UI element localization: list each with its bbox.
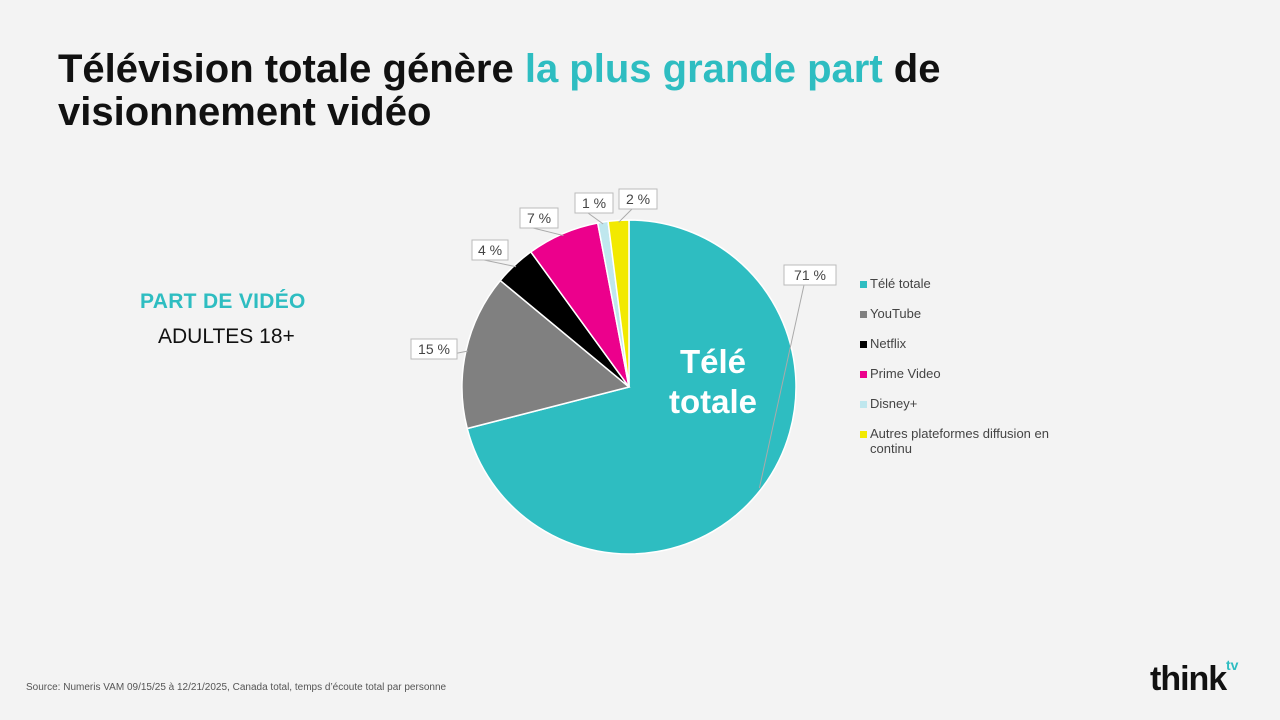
slice-center-label: Télé (680, 343, 746, 380)
pie-slice-tele-totale (466, 219, 797, 555)
legend-item-youtube: YouTube (860, 306, 1070, 336)
data-label: 2 % (626, 191, 650, 207)
chart-subtitle: PART DE VIDÉO (140, 290, 306, 313)
legend-label: Prime Video (870, 366, 941, 381)
data-label: 4 % (478, 242, 502, 258)
data-label-box (471, 239, 509, 261)
legend-swatch (860, 431, 867, 438)
title-accent: la plus grande part (524, 47, 883, 91)
legend-label: Disney+ (870, 396, 918, 411)
legend-swatch (860, 311, 867, 318)
audience-label: ADULTES 18+ (158, 325, 295, 348)
legend-item-disney: Disney+ (860, 396, 1070, 426)
legend-item-netflix: Netflix (860, 336, 1070, 366)
source-note: Source: Numeris VAM 09/15/25 à 12/21/202… (26, 682, 447, 693)
logo-sup: tv (1226, 657, 1239, 673)
chart-legend: Télé totale YouTube Netflix Prime Video Disn… (860, 276, 1070, 456)
legend-swatch (860, 341, 867, 348)
leader-line (483, 259, 517, 268)
legend-swatch (860, 281, 867, 288)
data-label-box (574, 192, 614, 214)
data-label-box (783, 264, 837, 286)
page-title: Télévision totale génère la plus grande … (58, 48, 958, 134)
legend-item-tele-totale: Télé totale (860, 276, 1070, 306)
leader-line (586, 212, 604, 225)
legend-swatch (860, 371, 867, 378)
legend-item-prime-video: Prime Video (860, 366, 1070, 396)
legend-label: Télé totale (870, 276, 931, 291)
pie-slice-autres-plateformes-diffusion-en-continu (607, 219, 630, 388)
logo-text: think (1150, 660, 1227, 698)
leader-line (532, 227, 564, 237)
legend-label: Netflix (870, 336, 907, 351)
think-tv-logo: think tv (1150, 657, 1238, 699)
data-label: 71 % (794, 267, 826, 283)
legend-label: YouTube (870, 306, 922, 321)
pie-slice-youtube (461, 279, 631, 430)
legend-swatch (860, 401, 867, 408)
legend-item-autres-plateformes-diffusion-en-continu: Autres plateformes diffusion en continu (860, 426, 1070, 456)
data-label-box (410, 338, 458, 360)
data-label-box (618, 188, 658, 210)
title-part-2: de visionnement vidéo (58, 47, 941, 134)
data-label: 7 % (527, 210, 551, 226)
slice-center-label: totale (669, 383, 757, 420)
data-label-box (519, 207, 559, 229)
data-label: 1 % (582, 195, 606, 211)
legend-label: Autres plateformes diffusion en continu (870, 426, 1049, 456)
title-part-1: Télévision totale génère (58, 47, 525, 91)
data-label: 15 % (418, 341, 450, 357)
